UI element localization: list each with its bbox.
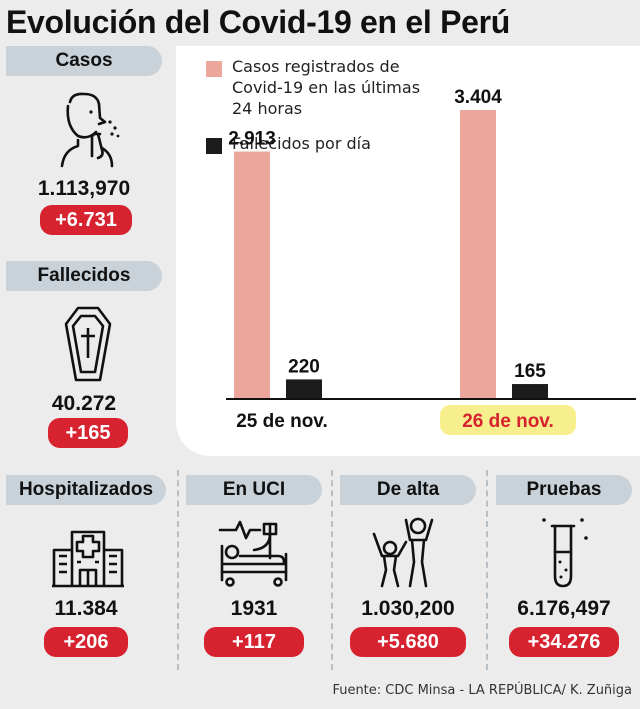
legend-deaths-swatch xyxy=(206,138,222,154)
legend-cases-text: Casos registrados de Covid-19 en las últ… xyxy=(232,56,462,119)
bar-label-deaths-1: 220 xyxy=(288,356,320,377)
casos-label: Casos xyxy=(6,46,162,76)
bar-deaths-1 xyxy=(286,379,322,398)
bar-cases-1 xyxy=(234,151,270,398)
fallecidos-delta-badge: +165 xyxy=(48,418,128,448)
legend-cases-line-3: 24 horas xyxy=(232,99,303,118)
fallecidos-value: 40.272 xyxy=(51,392,117,415)
hospital-building-icon xyxy=(52,530,124,588)
celebrating-people-icon xyxy=(372,517,434,588)
page-title: Evolución del Covid-19 en el Perú xyxy=(6,4,511,40)
pruebas-delta-badge: +34.276 xyxy=(509,627,619,657)
legend-cases-swatch xyxy=(206,61,222,77)
icu-bed-icon xyxy=(218,520,288,587)
highlight-box xyxy=(440,405,576,435)
uci-delta-badge: +117 xyxy=(204,627,304,657)
coffin-icon xyxy=(64,306,112,382)
divider-3 xyxy=(486,470,488,670)
fallecidos-label: Fallecidos xyxy=(6,261,162,291)
hospitalizados-value: 11.384 xyxy=(54,597,118,620)
alta-value: 1.030,200 xyxy=(361,597,455,620)
chart-panel: Casos registrados de Covid-19 en las últ… xyxy=(176,46,640,456)
alta-label: De alta xyxy=(340,475,476,505)
legend-deaths-text: Fallecidos por día xyxy=(232,134,371,153)
legend-cases-line-1: Casos registrados de xyxy=(232,57,400,76)
category-label-2: 26 de nov. xyxy=(462,411,554,432)
uci-value: 1931 xyxy=(230,597,278,620)
divider-1 xyxy=(177,470,179,670)
test-tube-icon xyxy=(542,518,588,588)
hospitalizados-label: Hospitalizados xyxy=(6,475,166,505)
alta-delta-badge: +5.680 xyxy=(350,627,466,657)
bar-label-deaths-2: 165 xyxy=(514,361,546,382)
pruebas-value: 6.176,497 xyxy=(517,597,611,620)
bar-cases-2 xyxy=(460,110,496,398)
uci-label: En UCI xyxy=(186,475,322,505)
casos-delta-badge: +6.731 xyxy=(40,205,132,235)
pruebas-label: Pruebas xyxy=(496,475,632,505)
bar-label-cases-1: 2.913 xyxy=(228,129,276,150)
bar-chart: 2.913 220 25 de nov. 3.404 165 26 de nov. xyxy=(226,87,636,435)
source-credit: Fuente: CDC Minsa - LA REPÚBLICA/ K. Zuñ… xyxy=(332,683,632,698)
hospitalizados-delta-badge: +206 xyxy=(44,627,128,657)
bar-deaths-2 xyxy=(512,384,548,398)
casos-value: 1.113,970 xyxy=(37,177,131,200)
legend-cases-line-2: Covid-19 en las últimas xyxy=(232,78,421,97)
coughing-person-icon xyxy=(60,92,120,168)
divider-2 xyxy=(331,470,333,670)
bar-label-cases-2: 3.404 xyxy=(454,87,502,108)
category-label-1: 25 de nov. xyxy=(236,411,328,432)
